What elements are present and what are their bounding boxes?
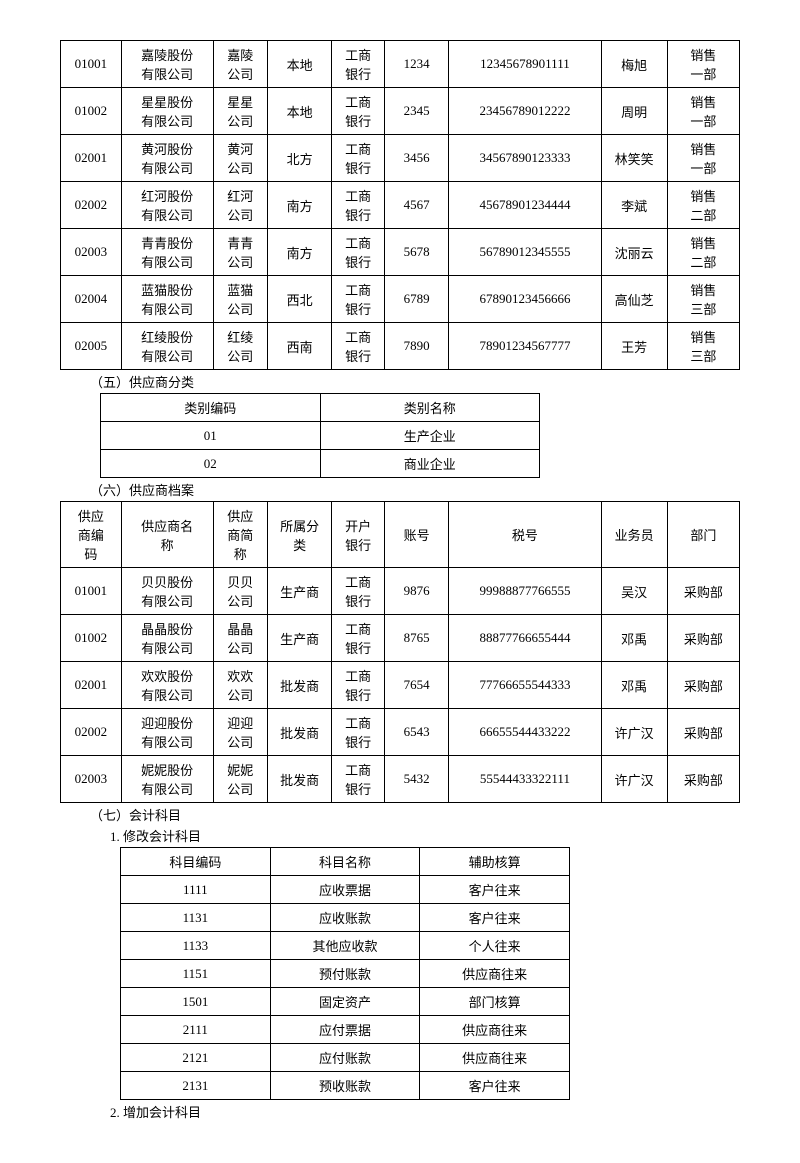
section-5-title: （五）供应商分类 xyxy=(90,372,750,391)
table-row: 1111应收票据客户往来 xyxy=(121,876,570,904)
table-row: 02005红绫股份有限公司红绫公司西南工商银行78907890123456777… xyxy=(61,323,740,370)
table-header: 账号 xyxy=(384,502,449,568)
table-header: 部门 xyxy=(667,502,739,568)
table-row: 02001黄河股份有限公司黄河公司北方工商银行34563456789012333… xyxy=(61,135,740,182)
table-row: 02003青青股份有限公司青青公司南方工商银行56785678901234555… xyxy=(61,229,740,276)
table-header: 所属分类 xyxy=(268,502,332,568)
section-7-sub2: 2. 增加会计科目 xyxy=(110,1102,750,1121)
table-header: 业务员 xyxy=(601,502,667,568)
section-7-sub1: 1. 修改会计科目 xyxy=(110,826,750,845)
table-header: 类别编码 xyxy=(101,394,321,422)
table-row: 02002迎迎股份有限公司迎迎公司批发商工商银行6543666555444332… xyxy=(61,709,740,756)
section-6-title: （六）供应商档案 xyxy=(90,480,750,499)
table-row: 2121应付账款供应商往来 xyxy=(121,1044,570,1072)
supplier-category-table: 类别编码类别名称 01生产企业02商业企业 xyxy=(100,393,540,478)
table-row: 01002星星股份有限公司星星公司本地工商银行23452345678901222… xyxy=(61,88,740,135)
table-header: 开户银行 xyxy=(332,502,385,568)
table-row: 1501固定资产部门核算 xyxy=(121,988,570,1016)
table-row: 02商业企业 xyxy=(101,450,540,478)
table-row: 02002红河股份有限公司红河公司南方工商银行45674567890123444… xyxy=(61,182,740,229)
table-row: 1151预付账款供应商往来 xyxy=(121,960,570,988)
supplier-table: 供应商编码供应商名称供应商简称所属分类开户银行账号税号业务员部门 01001贝贝… xyxy=(60,501,740,803)
table-row: 1133其他应收款个人往来 xyxy=(121,932,570,960)
account-subject-table: 科目编码科目名称辅助核算 1111应收票据客户往来1131应收账款客户往来113… xyxy=(120,847,570,1100)
table-header: 供应商编码 xyxy=(61,502,122,568)
table-header: 类别名称 xyxy=(320,394,540,422)
table-header: 科目名称 xyxy=(270,848,420,876)
section-7-title: （七）会计科目 xyxy=(90,805,750,824)
table-row: 01生产企业 xyxy=(101,422,540,450)
table-header: 税号 xyxy=(449,502,601,568)
table-header: 供应商简称 xyxy=(213,502,267,568)
table-header: 供应商名称 xyxy=(121,502,213,568)
table-row: 01001嘉陵股份有限公司嘉陵公司本地工商银行12341234567890111… xyxy=(61,41,740,88)
table-row: 01002晶晶股份有限公司晶晶公司生产商工商银行8765888777666554… xyxy=(61,615,740,662)
table-row: 01001贝贝股份有限公司贝贝公司生产商工商银行9876999888777665… xyxy=(61,568,740,615)
customer-table: 01001嘉陵股份有限公司嘉陵公司本地工商银行12341234567890111… xyxy=(60,40,740,370)
table-row: 1131应收账款客户往来 xyxy=(121,904,570,932)
table-row: 02001欢欢股份有限公司欢欢公司批发商工商银行7654777666555443… xyxy=(61,662,740,709)
table-row: 02004蓝猫股份有限公司蓝猫公司西北工商银行67896789012345666… xyxy=(61,276,740,323)
table-header: 辅助核算 xyxy=(420,848,570,876)
table-header: 科目编码 xyxy=(121,848,271,876)
table-row: 2131预收账款客户往来 xyxy=(121,1072,570,1100)
table-row: 2111应付票据供应商往来 xyxy=(121,1016,570,1044)
table-row: 02003妮妮股份有限公司妮妮公司批发商工商银行5432555444333221… xyxy=(61,756,740,803)
